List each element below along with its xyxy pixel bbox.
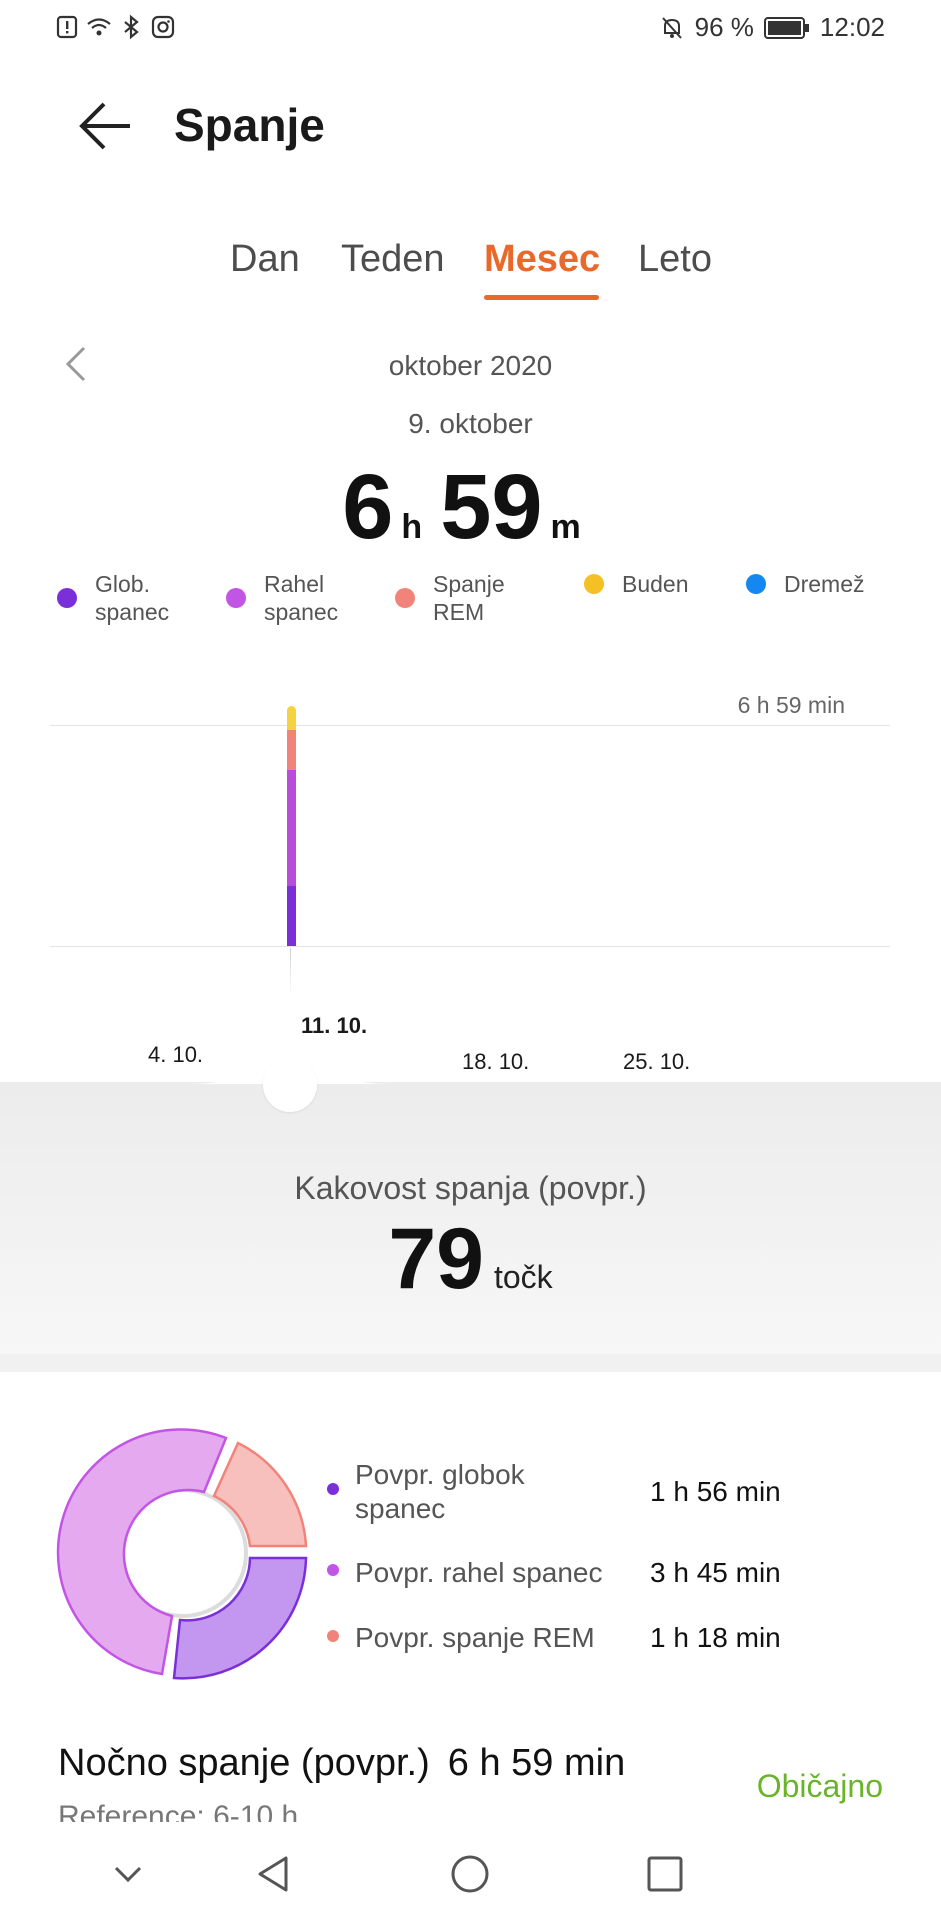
status-right: 96 % 12:02 [659, 12, 885, 43]
legend-dot [746, 574, 766, 594]
legend-awake: Buden [584, 570, 732, 598]
x-tick-label: 25. 10. [623, 1049, 691, 1074]
stat-value-deep: 1 h 56 min [650, 1476, 781, 1507]
quality-score-unit: točk [493, 1259, 553, 1295]
section-separator [0, 1354, 941, 1372]
legend-label: Rahel spanec [264, 571, 339, 625]
donut-slice-deep [172, 1556, 308, 1680]
nav-home-icon[interactable] [448, 1852, 492, 1896]
chart-gridline-top [50, 725, 890, 726]
legend-label: Dremež [784, 571, 865, 597]
bar-segment-awake [287, 706, 296, 730]
alert-icon [56, 15, 78, 39]
instagram-icon [151, 15, 175, 39]
selected-day: 9. oktober [408, 408, 533, 439]
sleep-breakdown-donut [56, 1428, 308, 1680]
nav-back-icon[interactable] [252, 1852, 296, 1896]
sleep-duration: 6 h 59 m [0, 455, 941, 560]
legend-light-sleep: Rahel spanec [226, 570, 374, 626]
bar-segment-rem [287, 729, 296, 770]
hide-nav-chevron-icon[interactable] [106, 1852, 150, 1896]
quality-score: 79 točk [0, 1210, 941, 1309]
previous-period-chevron-icon[interactable] [62, 344, 92, 384]
active-tab-indicator [484, 295, 599, 300]
duration-minutes: 59 [440, 456, 543, 558]
wifi-icon [87, 18, 111, 36]
quality-score-value: 79 [388, 1211, 484, 1307]
legend-label: Spanje REM [433, 571, 505, 625]
legend-nap: Dremež [746, 570, 894, 598]
stat-label-rem: Povpr. spanje REM [355, 1622, 595, 1653]
quality-card [0, 1082, 941, 1354]
night-sleep-value: 6 h 59 min [447, 1742, 626, 1784]
stat-label-deep: Povpr. globok spanec [355, 1459, 525, 1524]
system-nav-bar [0, 1822, 941, 1920]
legend-rem-sleep: Spanje REM [395, 570, 543, 626]
duration-minutes-unit: m [550, 508, 581, 546]
x-tick-label: 4. 10. [148, 1042, 204, 1067]
date-slider-knob[interactable] [263, 1058, 317, 1112]
stat-label-light: Povpr. rahel spanec [355, 1557, 603, 1588]
quality-label: Kakovost spanja (povpr.) [294, 1170, 647, 1206]
legend-dot [584, 574, 604, 594]
x-tick-label-selected: 11. 10. [301, 1013, 368, 1038]
chart-gridline-base [50, 946, 890, 947]
night-sleep-status: Običajno [756, 1768, 883, 1804]
tab-week[interactable]: Teden [341, 238, 445, 280]
x-tick-label: 18. 10. [462, 1049, 530, 1074]
status-left-icons [54, 14, 176, 40]
clock: 12:02 [819, 12, 885, 42]
duration-hours-unit: h [401, 508, 423, 546]
bell-muted-icon [661, 16, 682, 39]
stat-dot-deep [327, 1483, 339, 1495]
current-month: oktober 2020 [388, 350, 553, 381]
night-sleep-reference: Reference: 6-10 h [58, 1800, 299, 1826]
night-sleep-label: Nočno spanje (povpr.) [58, 1742, 430, 1784]
legend-label: Buden [622, 571, 689, 597]
bar-segment-deep [287, 886, 296, 946]
donut-slice-rem [212, 1441, 308, 1548]
donut-slice-light [56, 1428, 228, 1676]
stat-value-light: 3 h 45 min [650, 1557, 781, 1588]
duration-hours: 6 [342, 456, 394, 558]
bluetooth-icon [124, 14, 139, 40]
legend-dot [57, 588, 77, 608]
period-tabs: Dan Teden Mesec Leto [0, 238, 941, 302]
stat-dot-light [327, 1564, 339, 1576]
selected-day-marker-line [290, 948, 291, 996]
battery-percent: 96 % [694, 12, 754, 42]
legend-dot [395, 588, 415, 608]
bar-segment-light [287, 769, 296, 887]
legend-deep-sleep: Glob. spanec [57, 570, 205, 626]
battery-icon [763, 16, 809, 39]
page-title: Spanje [174, 99, 325, 151]
night-sleep-average: Nočno spanje (povpr.) 6 h 59 min [58, 1742, 625, 1785]
stat-value-rem: 1 h 18 min [650, 1622, 781, 1653]
tab-year[interactable]: Leto [638, 238, 712, 280]
legend-label: Glob. spanec [95, 571, 170, 625]
chart-max-label: 6 h 59 min [737, 692, 845, 718]
back-arrow-icon[interactable] [76, 96, 136, 156]
nav-recents-icon[interactable] [643, 1852, 687, 1896]
tab-month[interactable]: Mesec [484, 238, 601, 280]
tab-day[interactable]: Dan [230, 238, 300, 280]
status-bar: 96 % 12:02 [0, 0, 941, 56]
stat-dot-rem [327, 1630, 339, 1642]
legend-dot [226, 588, 246, 608]
